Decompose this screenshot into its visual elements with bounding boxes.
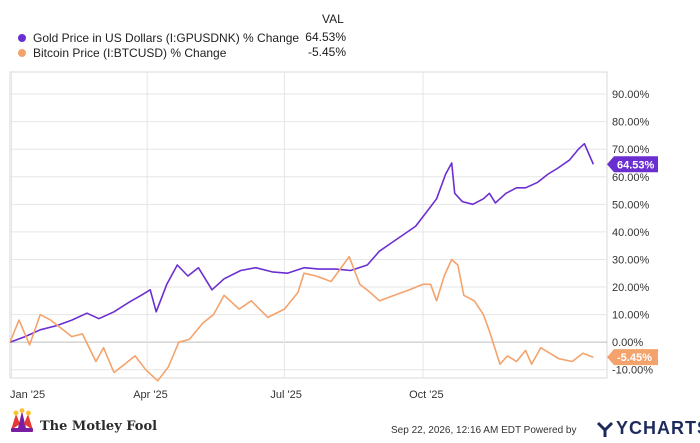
end-value-flag: [607, 349, 658, 366]
legend-label-gold: Gold Price in US Dollars (I:GPUSDNK) % C…: [33, 31, 300, 45]
y-tick-label: 80.00%: [612, 117, 650, 129]
y-tick-label: 50.00%: [612, 199, 650, 211]
y-tick-label: 60.00%: [612, 172, 650, 184]
legend-value-bitcoin: -5.45%: [307, 45, 346, 59]
end-value-label: 64.53%: [617, 159, 655, 171]
ycharts-wordmark: YCHARTS: [616, 418, 700, 438]
y-tick-label: 30.00%: [612, 254, 650, 266]
y-tick-label: 20.00%: [612, 282, 650, 294]
brand-name: The Motley Fool: [40, 418, 158, 434]
series-line-gold: [9, 142, 595, 343]
chart-canvas[interactable]: 90.00% 80.00% 70.00% 60.00% 50.00% 40.00% 30.0…: [0, 0, 700, 408]
ycharts-arrow-icon: [596, 421, 614, 437]
x-tick-label: Jan '25: [10, 389, 45, 401]
end-value-label: -5.45%: [617, 352, 652, 364]
x-tick-label: Apr '25: [133, 389, 168, 401]
plot-area-frame: [9, 71, 608, 379]
end-value-flag: [607, 156, 658, 173]
x-tick-label: Jul '25: [270, 389, 301, 401]
legend-item-bitcoin[interactable]: Bitcoin Price (I:BTCUSD) % Change: [18, 45, 226, 61]
ycharts-logo: YCHARTS: [596, 418, 700, 439]
legend-marker-bitcoin: [18, 49, 26, 57]
chart-legend: VAL Gold Price in US Dollars (I:GPUSDNK)…: [0, 0, 700, 70]
motley-fool-logo: The Motley Fool: [8, 408, 157, 434]
y-tick-label: 0.00%: [612, 337, 643, 349]
jester-hat-icon: [11, 408, 33, 432]
y-tick-label: 10.00%: [612, 310, 650, 322]
y-tick-label: 90.00%: [612, 89, 650, 101]
legend-label-bitcoin: Bitcoin Price (I:BTCUSD) % Change: [33, 46, 227, 60]
series-line-bitcoin: [9, 255, 594, 382]
legend-item-gold[interactable]: Gold Price in US Dollars (I:GPUSDNK) % C…: [18, 30, 299, 46]
y-tick-label: -10.00%: [612, 365, 653, 377]
legend-value-gold: 64.53%: [305, 30, 346, 44]
timestamp-text: Sep 22, 2026, 12:16 AM EDT Powered by: [391, 425, 577, 436]
y-tick-label: 70.00%: [612, 144, 650, 156]
x-tick-label: Oct '25: [409, 389, 444, 401]
chart-footer: The Motley Fool Sep 22, 2026, 12:16 AM E…: [0, 408, 700, 443]
y-tick-label: 40.00%: [612, 227, 650, 239]
legend-column-header: VAL: [322, 12, 344, 26]
legend-marker-gold: [18, 34, 26, 42]
